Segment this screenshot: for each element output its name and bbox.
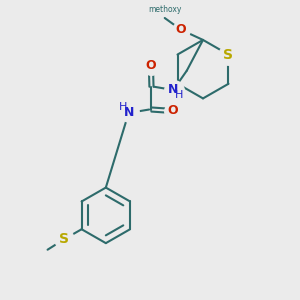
Text: N: N: [168, 83, 179, 96]
Text: O: O: [146, 59, 156, 72]
Text: O: O: [176, 23, 186, 36]
Text: O: O: [167, 104, 178, 118]
Text: N: N: [124, 106, 135, 119]
Text: S: S: [224, 48, 233, 62]
Text: H: H: [119, 102, 127, 112]
Text: methoxy: methoxy: [148, 4, 182, 14]
Text: S: S: [59, 232, 69, 247]
Text: H: H: [175, 90, 184, 100]
